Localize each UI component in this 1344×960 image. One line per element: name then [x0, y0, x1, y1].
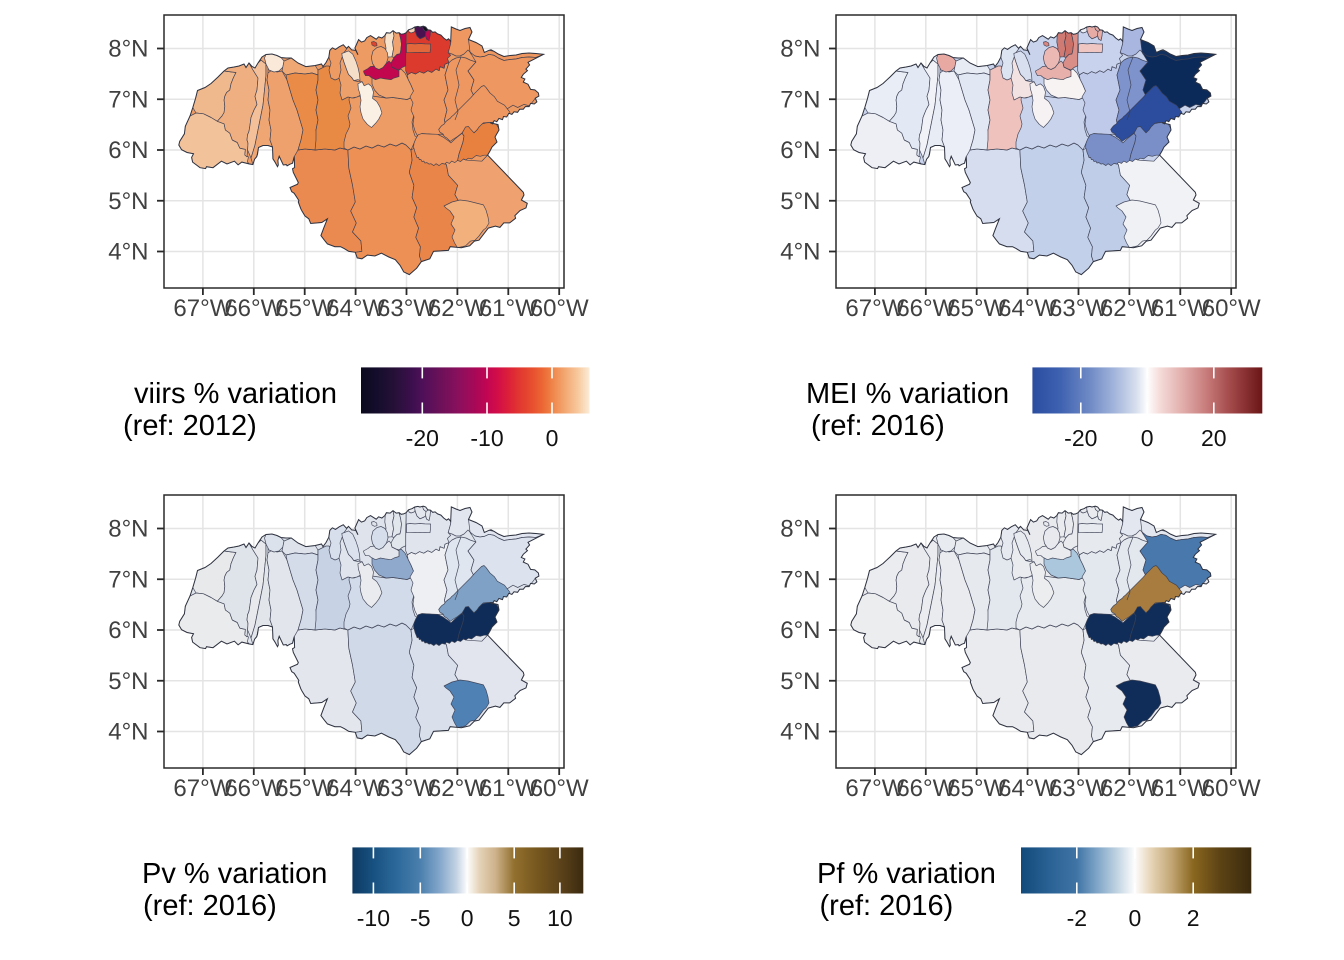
- svg-text:60°W: 60°W: [530, 775, 589, 802]
- svg-text:8°N: 8°N: [780, 36, 820, 63]
- svg-text:Pv % variation: Pv % variation: [142, 858, 327, 890]
- svg-text:61°W: 61°W: [479, 775, 538, 802]
- svg-text:61°W: 61°W: [1151, 775, 1210, 802]
- svg-text:65°W: 65°W: [275, 775, 334, 802]
- svg-text:67°W: 67°W: [173, 775, 232, 802]
- svg-text:63°W: 63°W: [1049, 775, 1108, 802]
- svg-text:63°W: 63°W: [1049, 295, 1108, 322]
- svg-text:5°N: 5°N: [780, 668, 820, 695]
- svg-text:0: 0: [1129, 905, 1142, 931]
- svg-text:60°W: 60°W: [530, 295, 589, 322]
- svg-text:-20: -20: [1064, 425, 1097, 451]
- svg-text:61°W: 61°W: [1151, 295, 1210, 322]
- svg-text:(ref: 2016): (ref: 2016): [143, 890, 277, 922]
- svg-text:20: 20: [1201, 425, 1227, 451]
- svg-text:5°N: 5°N: [108, 668, 148, 695]
- svg-text:66°W: 66°W: [896, 775, 955, 802]
- svg-text:5: 5: [508, 905, 521, 931]
- svg-text:8°N: 8°N: [108, 36, 148, 63]
- svg-text:60°W: 60°W: [1202, 295, 1261, 322]
- svg-text:62°W: 62°W: [1100, 775, 1159, 802]
- svg-text:-2: -2: [1067, 905, 1087, 931]
- svg-text:67°W: 67°W: [173, 295, 232, 322]
- svg-text:64°W: 64°W: [998, 295, 1057, 322]
- svg-text:6°N: 6°N: [108, 617, 148, 644]
- svg-text:66°W: 66°W: [224, 775, 283, 802]
- svg-text:64°W: 64°W: [326, 775, 385, 802]
- svg-text:7°N: 7°N: [108, 86, 148, 113]
- svg-text:MEI % variation: MEI % variation: [806, 378, 1009, 410]
- svg-text:0: 0: [1141, 425, 1154, 451]
- svg-text:63°W: 63°W: [377, 775, 436, 802]
- svg-text:4°N: 4°N: [108, 239, 148, 266]
- svg-text:6°N: 6°N: [780, 137, 820, 164]
- svg-text:7°N: 7°N: [780, 566, 820, 593]
- svg-text:65°W: 65°W: [947, 295, 1006, 322]
- svg-text:67°W: 67°W: [845, 775, 904, 802]
- svg-text:5°N: 5°N: [780, 188, 820, 215]
- svg-text:viirs % variation: viirs % variation: [134, 378, 337, 410]
- svg-text:62°W: 62°W: [428, 775, 487, 802]
- svg-text:61°W: 61°W: [479, 295, 538, 322]
- svg-text:Pf % variation: Pf % variation: [817, 858, 996, 890]
- svg-text:10: 10: [547, 905, 573, 931]
- svg-text:62°W: 62°W: [428, 295, 487, 322]
- svg-text:4°N: 4°N: [780, 239, 820, 266]
- svg-text:64°W: 64°W: [326, 295, 385, 322]
- svg-text:0: 0: [546, 425, 559, 451]
- svg-text:8°N: 8°N: [780, 516, 820, 543]
- svg-text:63°W: 63°W: [377, 295, 436, 322]
- svg-text:66°W: 66°W: [896, 295, 955, 322]
- svg-text:66°W: 66°W: [224, 295, 283, 322]
- svg-text:6°N: 6°N: [108, 137, 148, 164]
- svg-text:65°W: 65°W: [947, 775, 1006, 802]
- svg-text:-10: -10: [470, 425, 503, 451]
- svg-text:62°W: 62°W: [1100, 295, 1159, 322]
- svg-text:0: 0: [461, 905, 474, 931]
- svg-text:6°N: 6°N: [780, 617, 820, 644]
- svg-text:7°N: 7°N: [780, 86, 820, 113]
- svg-text:65°W: 65°W: [275, 295, 334, 322]
- svg-text:(ref: 2016): (ref: 2016): [811, 410, 945, 442]
- svg-text:-10: -10: [357, 905, 390, 931]
- svg-text:2: 2: [1187, 905, 1200, 931]
- svg-text:8°N: 8°N: [108, 516, 148, 543]
- svg-text:4°N: 4°N: [780, 719, 820, 746]
- svg-text:5°N: 5°N: [108, 188, 148, 215]
- svg-text:-5: -5: [410, 905, 430, 931]
- svg-text:4°N: 4°N: [108, 719, 148, 746]
- svg-text:64°W: 64°W: [998, 775, 1057, 802]
- svg-text:7°N: 7°N: [108, 566, 148, 593]
- svg-text:(ref: 2012): (ref: 2012): [123, 410, 257, 442]
- svg-text:60°W: 60°W: [1202, 775, 1261, 802]
- svg-text:(ref: 2016): (ref: 2016): [820, 890, 954, 922]
- svg-text:67°W: 67°W: [845, 295, 904, 322]
- svg-text:-20: -20: [406, 425, 439, 451]
